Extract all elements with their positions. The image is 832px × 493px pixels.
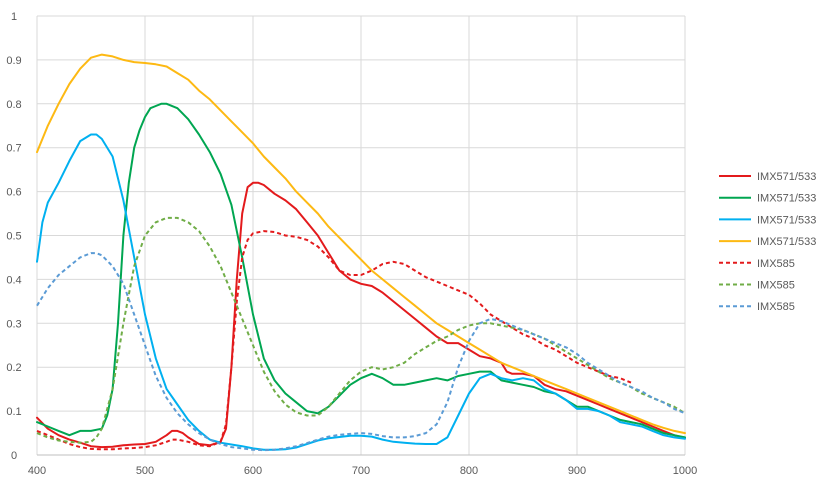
y-tick-label: 0.4	[6, 274, 21, 286]
series-line-1	[36, 181, 686, 449]
x-tick-label: 400	[28, 465, 46, 477]
y-tick-label: 0.6	[6, 187, 21, 199]
y-tick-label: 0.3	[6, 318, 21, 330]
series-group	[36, 53, 686, 452]
x-tick-label: 900	[568, 465, 586, 477]
x-tick-label: 700	[352, 465, 370, 477]
x-tick-label: 600	[244, 465, 262, 477]
series-line-3	[36, 133, 686, 451]
y-tick-label: 0.8	[6, 99, 21, 111]
y-tick-label: 0.1	[6, 406, 21, 418]
grid	[36, 15, 686, 455]
legend-label-2: IMX571/533	[757, 193, 816, 205]
series-line-6	[36, 216, 686, 444]
legend-label-4: IMX571/533	[757, 236, 816, 248]
series-line-4	[36, 53, 686, 435]
legend-label-6: IMX585	[757, 280, 795, 292]
y-tick-label: 1	[11, 11, 17, 23]
series-line-7	[36, 252, 686, 452]
x-tick-label: 500	[136, 465, 154, 477]
legend-label-1: IMX571/533	[757, 171, 816, 183]
legend-label-7: IMX585	[757, 301, 795, 313]
axes: 0 0.1 0.2 0.3 0.4 0.5 0.6 0.7 0.8 0.9 1 400 500 600 70…	[6, 11, 697, 477]
legend-label-5: IMX585	[757, 258, 795, 270]
y-tick-label: 0.7	[6, 143, 21, 155]
x-tick-label: 800	[460, 465, 478, 477]
y-tick-label: 0.2	[6, 362, 21, 374]
y-tick-label: 0.5	[6, 231, 21, 243]
legend-label-3: IMX571/533	[757, 214, 816, 226]
x-tick-label: 1000	[673, 465, 697, 477]
y-tick-label: 0.9	[6, 55, 21, 67]
legend: IMX571/533 IMX571/533 IMX571/533 IMX571/533…	[719, 171, 816, 313]
series-line-5	[36, 230, 632, 451]
y-tick-label: 0	[11, 450, 17, 462]
